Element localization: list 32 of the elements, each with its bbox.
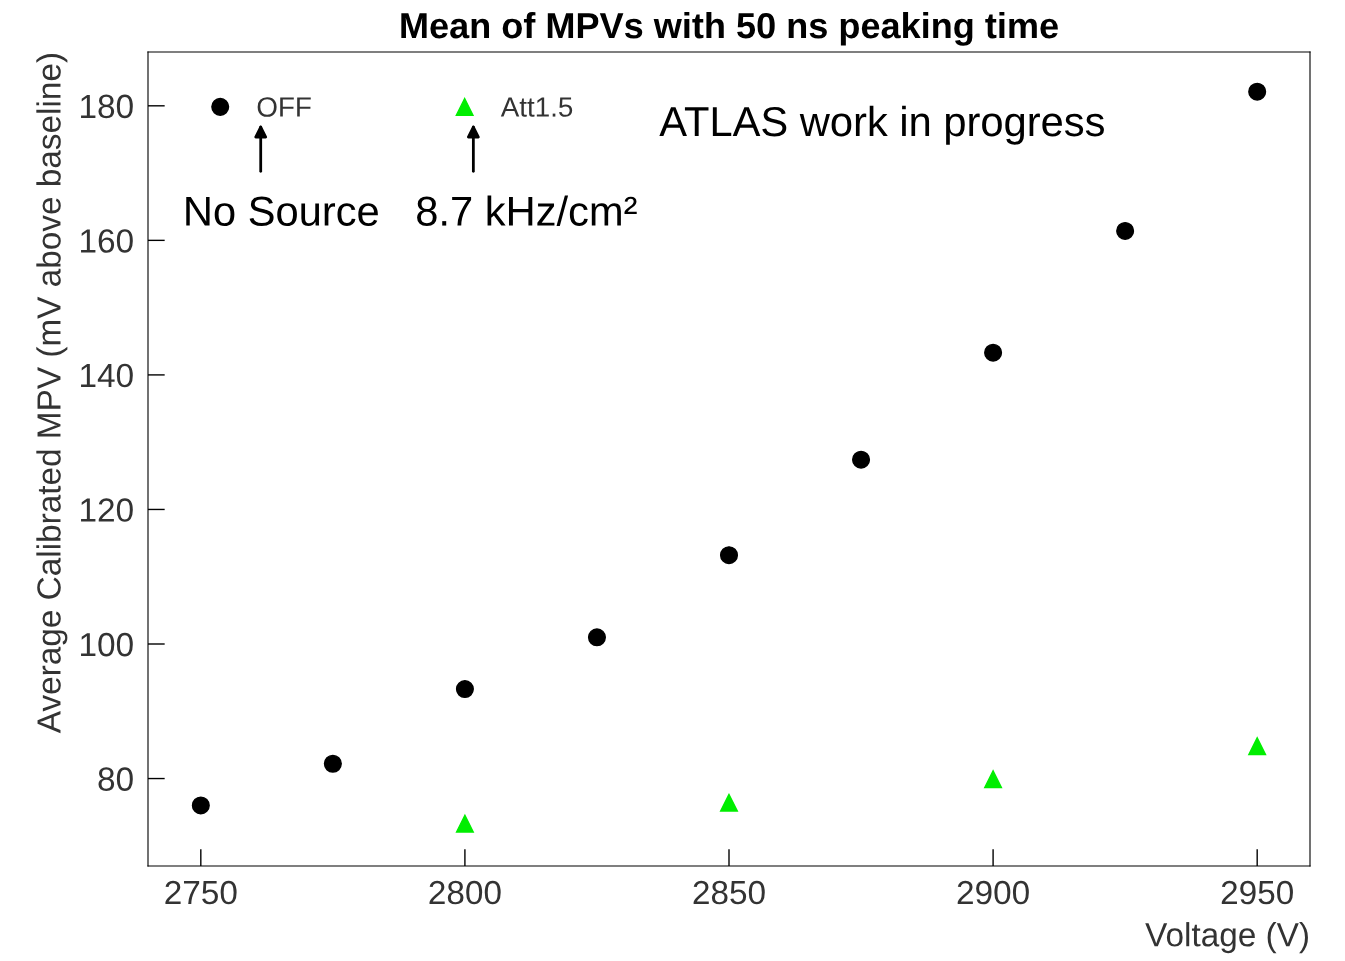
- y-tick-label: 180: [81, 94, 133, 119]
- y-axis-title: Average Calibrated MPV (mV above baseline): [36, 54, 68, 734]
- point: [984, 770, 1003, 789]
- point: [455, 680, 474, 699]
- point: [1248, 737, 1267, 756]
- x-tick-label: 2900: [957, 880, 1029, 905]
- x-tick-label: 2800: [429, 880, 501, 905]
- y-tick-label: 80: [98, 767, 133, 791]
- y-tick-label: 160: [81, 229, 133, 253]
- x-axis-title: Voltage (V): [1145, 922, 1308, 954]
- point: [852, 450, 871, 469]
- y-tick-label: 100: [81, 632, 133, 657]
- point: [191, 796, 210, 815]
- point: [323, 754, 342, 773]
- point: [1248, 82, 1267, 101]
- x-tick-label: 2850: [693, 880, 765, 905]
- annotation: No Source: [186, 196, 378, 226]
- point: [719, 793, 739, 812]
- legend-label: OFF: [257, 97, 311, 117]
- y-tick-label: 140: [81, 363, 133, 388]
- annotation: 8.7 kHz/cm²: [417, 195, 637, 226]
- point: [455, 814, 474, 833]
- point: [1116, 221, 1135, 240]
- x-tick-label: 2750: [165, 880, 237, 905]
- legend-label: Att1.5: [500, 97, 573, 117]
- annotation: ATLAS work in progress: [659, 105, 1104, 145]
- x-tick-label: 2950: [1221, 880, 1293, 905]
- y-tick-label: 120: [81, 498, 133, 522]
- point: [984, 343, 1003, 362]
- point: [587, 628, 606, 647]
- point: [719, 546, 739, 565]
- chart-title: Mean of MPVs with 50 ns peaking time: [401, 11, 1058, 46]
